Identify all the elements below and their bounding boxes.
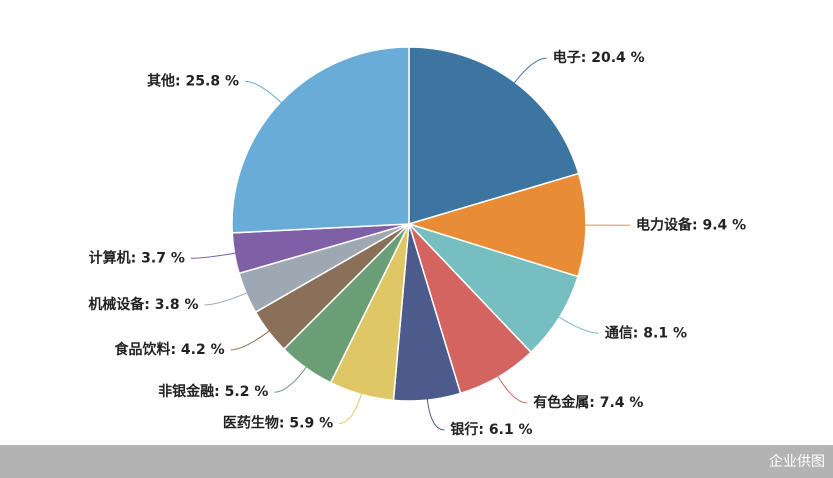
pie-slice <box>231 46 410 234</box>
slice-label: 电力设备: 9.4 % <box>636 216 746 233</box>
slice-label: 银行: 6.1 % <box>450 421 532 438</box>
leader-line <box>190 252 239 259</box>
slice-label: 其他: 25.8 % <box>147 72 239 89</box>
slice-label: 食品饮料: 4.2 % <box>114 341 224 358</box>
slice-label: 计算机: 3.7 % <box>89 249 185 266</box>
leader-line <box>274 364 309 393</box>
footer-text: 企业供图 <box>769 453 825 470</box>
leader-line <box>495 373 528 404</box>
slice-label: 通信: 8.1 % <box>605 324 687 341</box>
leader-line <box>555 314 599 334</box>
leader-line <box>339 390 363 424</box>
slice-label: 机械设备: 3.8 % <box>88 296 198 313</box>
leader-line <box>244 80 284 106</box>
leader-line <box>230 328 272 351</box>
slice-label: 医药生物: 5.9 % <box>223 414 333 431</box>
slice-label: 有色金属: 7.4 % <box>533 394 643 411</box>
leader-line <box>204 291 250 306</box>
footer-bar <box>0 445 833 478</box>
leader-line <box>426 396 445 431</box>
slice-label: 电子: 20.4 % <box>553 49 645 66</box>
leader-line <box>512 57 547 86</box>
slice-label: 非银金融: 5.2 % <box>158 383 268 400</box>
